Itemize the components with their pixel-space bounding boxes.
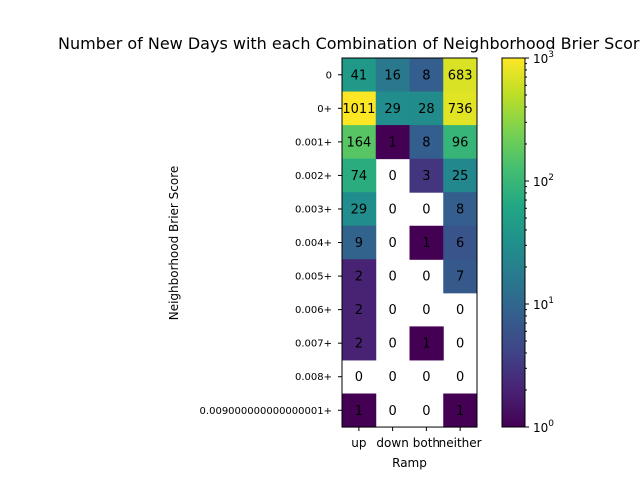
cell-value-label: 0 [388, 337, 396, 352]
colorbar [501, 57, 526, 428]
cell-value-label: 1 [355, 404, 363, 419]
y-tick-label: 0.007+ [295, 339, 332, 350]
cell-value-label: 29 [351, 202, 368, 217]
cell-value-label: 74 [351, 169, 368, 184]
cell-value-label: 0 [422, 202, 430, 217]
cell-value-label: 0 [355, 370, 363, 385]
cell-value-label: 2 [355, 270, 363, 285]
cell-value-label: 6 [456, 236, 464, 251]
colorbar-tick-label: 101 [533, 296, 554, 312]
cell-value-label: 2 [355, 337, 363, 352]
cell-value-label: 1 [456, 404, 464, 419]
cell-value-label: 28 [418, 102, 435, 117]
cell-value-label: 8 [422, 68, 430, 83]
x-tick-label: neither [439, 436, 482, 450]
heatmap-cell [342, 91, 377, 126]
cell-value-label: 0 [422, 404, 430, 419]
x-axis-label: Ramp [392, 456, 427, 470]
cell-value-label: 96 [452, 135, 469, 150]
cell-value-label: 0 [388, 404, 396, 419]
heatmap-cell [342, 192, 377, 227]
heatmap-cell [342, 158, 377, 193]
cell-value-label: 0 [388, 370, 396, 385]
y-tick-label: 0.005+ [295, 272, 332, 283]
heatmap-cell [342, 259, 377, 294]
cell-value-label: 683 [448, 68, 473, 83]
cell-value-label: 8 [422, 135, 430, 150]
heatmap-cell [375, 125, 410, 160]
cell-value-label: 16 [384, 68, 401, 83]
heatmap-cell [409, 326, 444, 361]
x-tick-label: both [413, 436, 440, 450]
y-tick-label: 0.006+ [295, 305, 332, 316]
cell-value-label: 1011 [342, 102, 375, 117]
cell-value-label: 2 [355, 303, 363, 318]
y-tick-label: 0.002+ [295, 171, 332, 182]
heatmap-cell [342, 326, 377, 361]
y-axis-label: Neighborhood Brier Score [167, 166, 181, 321]
cell-value-label: 3 [422, 169, 430, 184]
heatmap-cell [375, 58, 410, 93]
y-tick-label: 0.003+ [295, 204, 332, 215]
heatmap-cell [443, 225, 478, 260]
x-tick-label: down [376, 436, 408, 450]
heatmap-cell [342, 292, 377, 327]
cell-value-label: 41 [351, 68, 368, 83]
heatmap-cell [409, 125, 444, 160]
cell-value-label: 9 [355, 236, 363, 251]
cell-value-label: 164 [346, 135, 371, 150]
x-tick-label: up [351, 436, 366, 450]
heatmap-cell [443, 125, 478, 160]
cell-value-label: 736 [448, 102, 473, 117]
y-tick-label: 0.004+ [295, 238, 332, 249]
heatmap-cell [409, 225, 444, 260]
cell-value-label: 7 [456, 270, 464, 285]
heatmap-cell [443, 91, 478, 126]
y-tick-label: 0 [326, 70, 332, 81]
cell-value-label: 0 [388, 202, 396, 217]
colorbar-tick-label: 100 [533, 419, 554, 435]
cell-value-label: 0 [456, 303, 464, 318]
heatmap-cell [375, 91, 410, 126]
colorbar-tick-label: 103 [533, 50, 554, 66]
heatmap-cell [409, 58, 444, 93]
cell-value-label: 0 [388, 169, 396, 184]
heatmap-cell [443, 192, 478, 227]
cell-value-label: 0 [422, 303, 430, 318]
cell-value-label: 0 [456, 337, 464, 352]
cell-value-label: 0 [388, 303, 396, 318]
cell-value-label: 29 [384, 102, 401, 117]
y-tick-label: 0.001+ [295, 137, 332, 148]
heatmap-cell [342, 125, 377, 160]
cell-value-label: 1 [422, 236, 430, 251]
cell-value-label: 0 [422, 270, 430, 285]
colorbar-tick-label: 102 [533, 173, 554, 189]
y-tick-labels: 0 0+ 0.001+ 0.002+ 0.003+ 0.004+ 0.005+ 0.006+ 0… [200, 70, 342, 417]
cell-value-label: 0 [388, 236, 396, 251]
y-tick-label: 0.008+ [295, 372, 332, 383]
heatmap-cell [409, 158, 444, 193]
heatmap-cell [443, 58, 478, 93]
y-tick-label: 0.009000000000000001+ [200, 406, 332, 417]
cell-value-label: 0 [388, 270, 396, 285]
heatmap-cell [443, 393, 478, 428]
colorbar-ticks: 100 101 102 103 [525, 50, 554, 435]
heatmap-cell [443, 259, 478, 294]
cell-value-label: 25 [452, 169, 469, 184]
cell-value-label: 1 [388, 135, 396, 150]
heatmap-cell [409, 91, 444, 126]
y-tick-label: 0+ [317, 104, 332, 115]
heatmap-cell [443, 158, 478, 193]
chart-title: Number of New Days with each Combination… [58, 34, 640, 53]
cell-value-label: 1 [422, 337, 430, 352]
cell-value-label: 0 [422, 370, 430, 385]
heatmap-cell [342, 393, 377, 428]
cell-value-label: 8 [456, 202, 464, 217]
cell-value-label: 0 [456, 370, 464, 385]
heatmap-cell [342, 58, 377, 93]
heatmap-cell [342, 225, 377, 260]
